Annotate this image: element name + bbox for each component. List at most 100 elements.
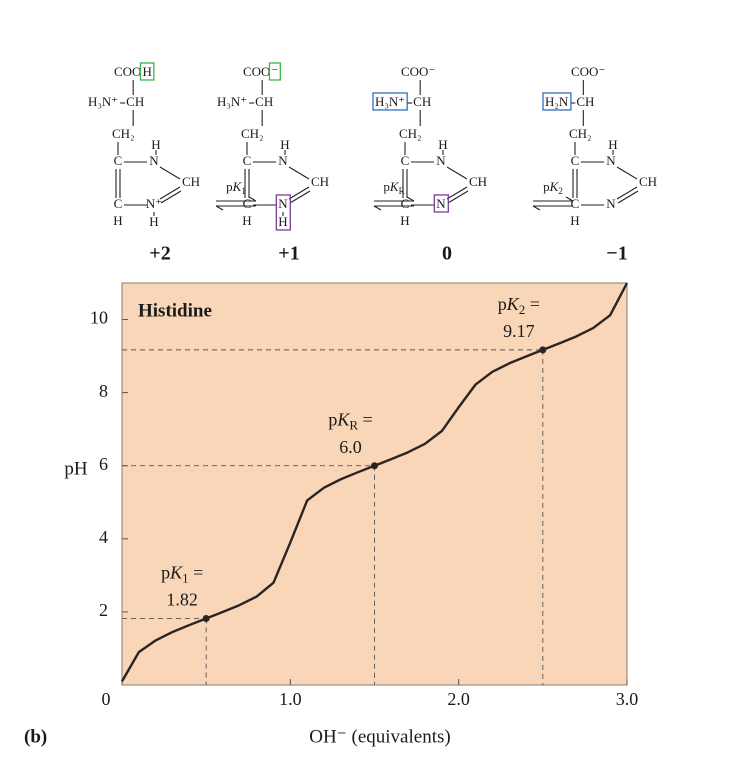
ring-c1: C xyxy=(401,153,410,168)
beta: CH₂ xyxy=(112,126,135,141)
ring-c2-h: H xyxy=(242,213,251,228)
y-tick-label: 4 xyxy=(99,527,108,547)
x-tick-label: 3.0 xyxy=(616,689,639,709)
ring-n1-h: H xyxy=(280,137,289,152)
label-part: p xyxy=(328,410,337,430)
amine: H₂N xyxy=(545,94,569,109)
annotation-value: 1.82 xyxy=(166,590,198,610)
label-part: K xyxy=(232,179,243,194)
carboxyl: COO⁻ xyxy=(401,64,435,79)
pk-point xyxy=(371,462,378,470)
ring-n1: N xyxy=(149,153,159,168)
chart-title: Histidine xyxy=(138,300,212,321)
carboxyl: COO⁻ xyxy=(571,64,605,79)
ring-n1: N xyxy=(278,153,288,168)
alpha: CH xyxy=(255,94,273,109)
highlight-box xyxy=(433,194,449,213)
label-part: 1 xyxy=(241,186,246,196)
bond xyxy=(406,196,415,202)
carboxyl-end: ⁻ xyxy=(271,64,278,79)
bond xyxy=(532,205,541,211)
bond xyxy=(159,166,181,180)
ring-n1: N xyxy=(436,153,446,168)
ring-ch: CH xyxy=(311,174,329,189)
charge: +1 xyxy=(278,243,299,265)
bond xyxy=(617,190,639,204)
ring-c2: C xyxy=(114,196,123,211)
pk-point xyxy=(539,346,547,354)
bond xyxy=(373,205,382,211)
ring-n1: N xyxy=(606,153,616,168)
alpha: CH xyxy=(576,94,594,109)
label-part: K xyxy=(506,294,520,314)
label-part: = xyxy=(525,294,540,314)
label-part: = xyxy=(189,563,204,583)
ring-c2: C xyxy=(571,196,580,211)
ring-c1: C xyxy=(243,153,252,168)
label-part: 1 xyxy=(182,570,189,585)
x-tick-label: 2.0 xyxy=(447,689,470,709)
annotation-label: pKR = xyxy=(328,410,372,433)
ring-c2: C xyxy=(243,196,252,211)
bond xyxy=(248,196,257,202)
label-part: p xyxy=(161,563,170,583)
bond xyxy=(447,190,469,204)
highlight-box xyxy=(268,62,281,81)
label-part: R xyxy=(399,186,405,196)
ring-ch: CH xyxy=(182,174,200,189)
highlight-box xyxy=(542,92,572,111)
amine: H₃N⁺ xyxy=(375,94,405,109)
ring-ch: CH xyxy=(639,174,657,189)
ring-n2: N xyxy=(278,196,288,211)
beta: CH₂ xyxy=(241,126,264,141)
ring-n2: N xyxy=(606,196,616,211)
equilibrium-label: pK1 xyxy=(226,179,246,196)
y-tick-label: 6 xyxy=(99,454,108,474)
carboxyl: COO xyxy=(243,64,270,79)
ring-n2-h: H xyxy=(149,214,158,229)
highlight-box xyxy=(275,194,291,231)
label-part: R xyxy=(349,418,358,433)
bond xyxy=(288,166,310,180)
label-part: p xyxy=(543,179,550,194)
highlight-box xyxy=(139,62,155,81)
label-part: = xyxy=(358,410,373,430)
bond xyxy=(565,196,574,202)
amine: H₃N⁺ xyxy=(88,94,118,109)
label-part: K xyxy=(389,179,400,194)
label-part: 2 xyxy=(558,186,563,196)
panel-label: (b) xyxy=(24,726,47,747)
ring-ch: CH xyxy=(469,174,487,189)
label-part: K xyxy=(169,563,183,583)
alpha: CH xyxy=(126,94,144,109)
ring-n1-h: H xyxy=(151,137,160,152)
ring-c2-h: H xyxy=(400,213,409,228)
bond xyxy=(289,190,311,204)
y-axis-title: pH xyxy=(64,458,88,479)
charge: +2 xyxy=(149,243,170,265)
label-part: 2 xyxy=(519,302,526,317)
beta: CH₂ xyxy=(399,126,422,141)
ring-n2: N⁺ xyxy=(146,196,162,211)
label-part: p xyxy=(383,179,390,194)
carboxyl-end: H xyxy=(142,64,151,79)
bond xyxy=(616,186,638,200)
x-axis-title: OH⁻ (equivalents) xyxy=(309,726,450,747)
annotation-label: pK1 = xyxy=(161,563,203,586)
label-part: K xyxy=(336,410,350,430)
annotation-value: 9.17 xyxy=(503,321,535,341)
label-part: p xyxy=(226,179,233,194)
ring-n2-h: H xyxy=(278,214,287,229)
y-tick-label: 2 xyxy=(99,600,108,620)
charge: −1 xyxy=(606,243,627,265)
bond xyxy=(616,166,638,180)
bond xyxy=(215,205,224,211)
label-part: p xyxy=(498,294,507,314)
alpha: CH xyxy=(413,94,431,109)
y-tick-label: 8 xyxy=(99,381,108,401)
equilibrium-label: pK2 xyxy=(543,179,563,196)
annotation-value: 6.0 xyxy=(339,437,362,457)
ring-c2-h: H xyxy=(570,213,579,228)
ring-n1-h: H xyxy=(608,137,617,152)
